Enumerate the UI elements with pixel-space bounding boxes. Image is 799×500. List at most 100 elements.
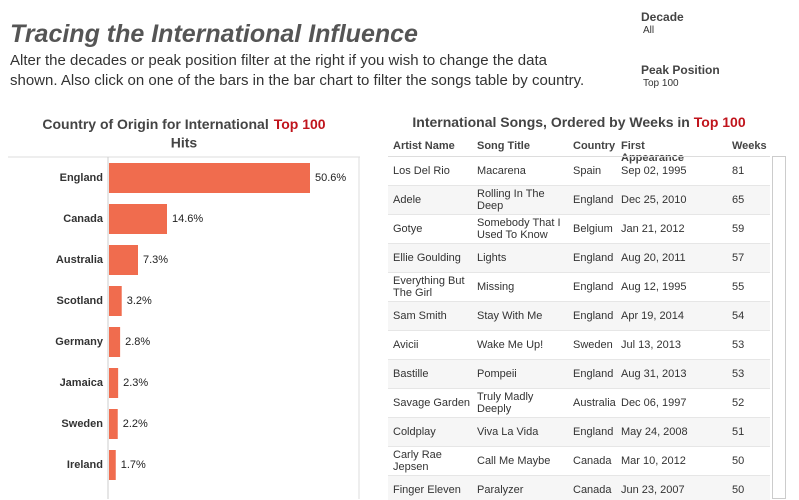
table-row: Finger Eleven Paralyzer Canada Jun 23, 2007… [388, 476, 770, 500]
table-cell: Call Me Maybe [477, 455, 551, 467]
table-cell: Gotye [393, 223, 423, 235]
table-cell: May 24, 2008 [621, 426, 688, 438]
table-row: Avicii Wake Me Up! Sweden Jul 13, 2013 53 [388, 331, 770, 360]
table-cell: 50 [732, 455, 745, 467]
table-row: Ellie Goulding Lights England Aug 20, 2011 5… [388, 244, 770, 273]
table-cell: Macarena [477, 165, 526, 177]
table-cell: Lights [477, 252, 507, 264]
chart-title: Hits [171, 135, 198, 151]
value-label: 3.2% [127, 295, 152, 307]
description: shown. Also click on one of the bars in … [10, 72, 585, 89]
table-cell: 51 [732, 426, 745, 438]
table-row: Coldplay Viva La Vida England May 24, 2008 5… [388, 418, 770, 447]
table-cell: Missing [477, 281, 515, 293]
table-cell: Sweden [573, 339, 613, 351]
bar[interactable] [109, 327, 121, 357]
table-row: Sam Smith Stay With Me England Apr 19, 2014… [388, 302, 770, 331]
table-cell: Savage Garden [393, 397, 471, 409]
filter-label: Peak Position [641, 63, 720, 77]
table-cell: Finger Eleven [393, 484, 461, 496]
table-cell: Belgium [573, 223, 613, 235]
table-row: Gotye Somebody That I Used To Know Belgium… [388, 215, 770, 244]
table-row: Savage Garden Truly Madly Deeply Australia… [388, 389, 770, 418]
table-cell: Paralyzer [477, 484, 524, 496]
table-cell: Jul 13, 2013 [621, 339, 681, 351]
table-cell: Ellie Goulding [393, 252, 461, 264]
table-row: Carly Rae Jepsen Call Me Maybe Canada Mar 1… [388, 447, 770, 476]
table-cell: 81 [732, 165, 745, 177]
table-cell: 53 [732, 339, 745, 351]
filter-value[interactable]: Top 100 [643, 78, 679, 89]
category-label: Jamaica [60, 377, 104, 389]
table: Los Del Rio Macarena Spain Sep 02, 1995 81 Ad… [388, 156, 770, 500]
column-header: First Appearance [621, 140, 684, 164]
value-label: 2.3% [123, 377, 148, 389]
bar[interactable] [109, 204, 167, 234]
table-title-text: International Songs, Ordered by Weeks in [412, 114, 690, 130]
table-cell: Truly Madly Deeply [477, 391, 534, 415]
table-cell: 57 [732, 252, 745, 264]
value-label: 7.3% [143, 254, 168, 266]
chart-title-highlight: Top 100 [274, 116, 326, 132]
column-header: Song Title [477, 140, 530, 152]
column-header: Weeks [732, 140, 767, 152]
column-header: Artist Name [393, 140, 455, 152]
table-cell: England [573, 368, 614, 380]
table-cell: Everything But The Girl [393, 275, 465, 299]
table-row: Everything But The Girl Missing England Aug… [388, 273, 770, 302]
category-label: Scotland [57, 295, 103, 307]
table-cell: Adele [393, 194, 422, 206]
table-cell: Viva La Vida [477, 426, 539, 438]
category-label: Australia [56, 254, 104, 266]
category-label: Germany [55, 336, 104, 348]
table-cell: Sep 02, 1995 [621, 165, 687, 177]
table-cell: Carly Rae Jepsen [393, 449, 442, 473]
category-label: England [60, 172, 103, 184]
category-label: Sweden [61, 418, 103, 430]
bar[interactable] [109, 163, 310, 193]
bar[interactable] [109, 409, 118, 439]
dashboard-title: Tracing the International Influence [10, 20, 418, 48]
bar[interactable] [109, 245, 138, 275]
filter-label: Decade [641, 10, 684, 24]
table-cell: 50 [732, 484, 745, 496]
scrollbar[interactable] [772, 156, 786, 499]
bar-chart: Country of Origin for International Top 1… [8, 116, 360, 499]
table-cell: England [573, 310, 614, 322]
table-cell: 59 [732, 223, 745, 235]
bar[interactable] [109, 450, 116, 480]
value-label: 14.6% [172, 213, 203, 225]
table-cell: Dec 25, 2010 [621, 194, 687, 206]
table-cell: Jan 21, 2012 [621, 223, 685, 235]
filter-value[interactable]: All [643, 25, 655, 36]
table-cell: Mar 10, 2012 [621, 455, 686, 467]
value-label: 1.7% [121, 459, 146, 471]
table-cell: Apr 19, 2014 [621, 310, 684, 322]
table-cell: 55 [732, 281, 745, 293]
description: Alter the decades or peak position filte… [10, 52, 547, 69]
table-cell: Somebody That I Used To Know [477, 217, 561, 241]
table-cell: England [573, 252, 614, 264]
bar[interactable] [109, 368, 119, 398]
table-cell: Los Del Rio [393, 165, 450, 177]
table-cell: Canada [573, 484, 612, 496]
bar[interactable] [109, 286, 122, 316]
table-cell: Canada [573, 455, 612, 467]
table-cell: England [573, 426, 614, 438]
table-cell: Aug 12, 1995 [621, 281, 687, 293]
table-title: International Songs, Ordered by Weeks in… [388, 114, 770, 130]
table-cell: Wake Me Up! [477, 339, 544, 351]
table-cell: 52 [732, 397, 745, 409]
table-cell: England [573, 194, 614, 206]
table-row: Adele Rolling In The Deep England Dec 25, 2… [388, 186, 770, 215]
category-label: Ireland [67, 459, 103, 471]
table-cell: Dec 06, 1997 [621, 397, 687, 409]
value-label: 2.8% [125, 336, 150, 348]
chart-title-text: Country of Origin for International [42, 116, 268, 132]
table-cell: Bastille [393, 368, 429, 380]
table-row: Los Del Rio Macarena Spain Sep 02, 1995 81 [388, 157, 770, 186]
value-label: 2.2% [123, 418, 148, 430]
table-cell: Sam Smith [393, 310, 447, 322]
table-cell: England [573, 281, 614, 293]
